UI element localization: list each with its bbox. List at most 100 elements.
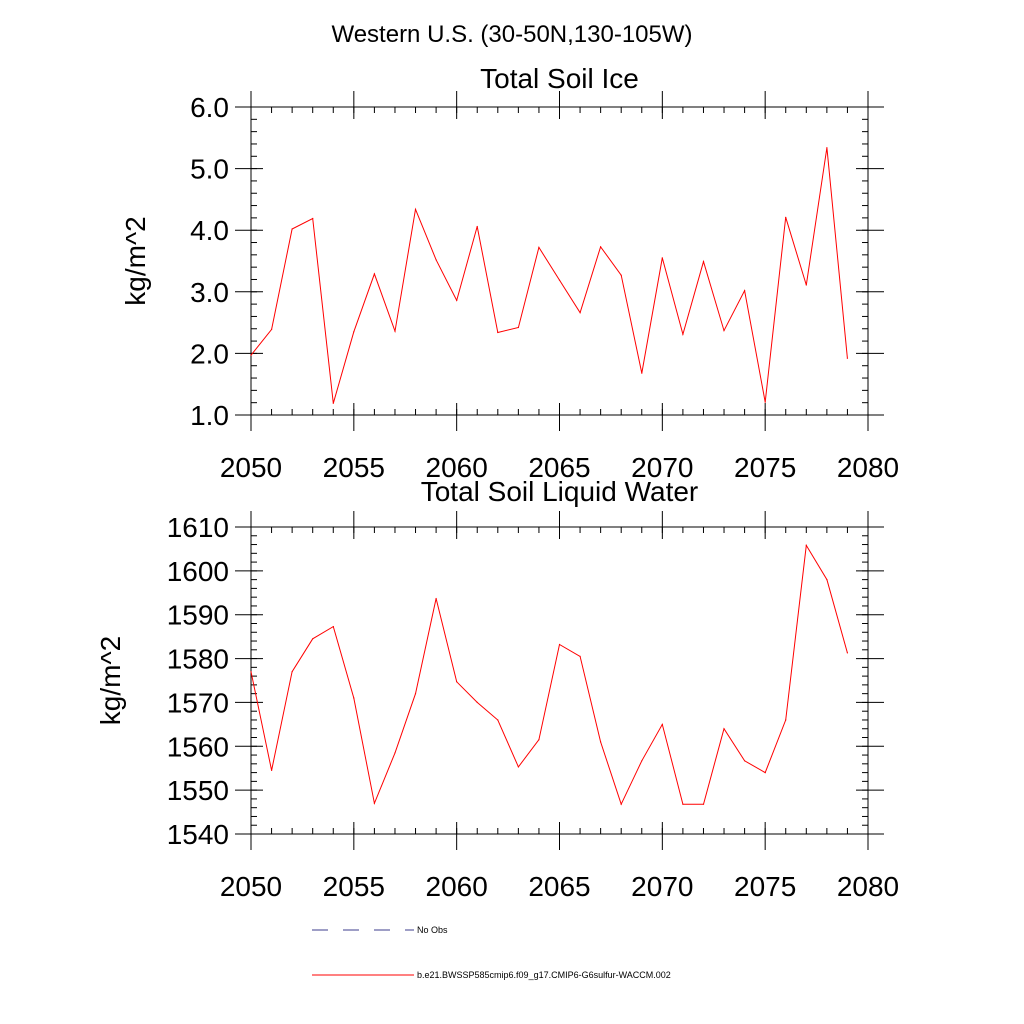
data-point (394, 330, 396, 332)
y-tick-label: 1550 (167, 775, 229, 806)
data-point (271, 328, 273, 330)
data-point (373, 273, 375, 275)
data-point (435, 597, 437, 600)
data-point (353, 697, 355, 699)
data-point (682, 333, 684, 335)
data-point (826, 579, 828, 581)
x-tick-label: 2070 (631, 452, 693, 483)
chart-panels: Total Soil Ice 1.0 2.0 3.0 4.0 5.0 6.0 2050 2055… (95, 63, 899, 902)
data-point (517, 766, 520, 768)
x-tick-label: 2065 (528, 871, 590, 902)
y-tick-label: 5.0 (190, 154, 229, 185)
data-point (702, 261, 705, 263)
data-point (744, 760, 746, 762)
x-tick-label: 2055 (323, 871, 385, 902)
data-point (764, 401, 766, 403)
data-point (414, 208, 417, 210)
data-point (846, 357, 849, 359)
data-point (456, 299, 458, 301)
chart-title: Total Soil Ice (480, 63, 639, 94)
x-tick-label: 2070 (631, 871, 693, 902)
series-points (250, 544, 849, 805)
data-point (414, 693, 417, 695)
chart-top: Total Soil Ice 1.0 2.0 3.0 4.0 5.0 6.0 2050 2055… (120, 63, 899, 483)
y-tick-label: 1590 (167, 600, 229, 631)
y-tick-label: 1.0 (190, 400, 229, 431)
data-point (538, 246, 540, 248)
x-tick-label: 2065 (528, 452, 590, 483)
y-tick-label: 3.0 (190, 277, 229, 308)
data-point (620, 274, 622, 276)
data-point (435, 259, 437, 261)
chart-bottom: Total Soil Liquid Water 1540 1550 1560 1570 1… (95, 476, 899, 902)
x-tick-label: 2080 (837, 871, 899, 902)
data-point (497, 331, 499, 334)
data-point (291, 671, 293, 673)
legend-entry: No Obs (312, 925, 448, 935)
data-point (250, 671, 252, 673)
tick-marks (235, 511, 884, 850)
data-point (764, 772, 766, 774)
data-point (250, 354, 252, 356)
x-tick-label: 2060 (426, 452, 488, 483)
y-tick-label: 1610 (167, 512, 229, 543)
data-point (517, 326, 520, 329)
x-tick-label: 2050 (220, 871, 282, 902)
legend: No Obs b.e21.BWSSP585cmip6.f09_g17.CMIP6-… (312, 925, 671, 980)
data-point (558, 643, 561, 646)
data-point (373, 802, 375, 804)
data-point (538, 739, 540, 741)
tick-marks (235, 91, 884, 431)
data-point (312, 638, 314, 640)
y-axis-label: kg/m^2 (120, 216, 151, 305)
data-point (497, 719, 499, 721)
data-point (312, 217, 314, 220)
x-tick-label: 2050 (220, 452, 282, 483)
data-point (682, 803, 684, 805)
data-point (805, 284, 807, 286)
data-point (476, 701, 478, 704)
y-tick-label: 1540 (167, 819, 229, 850)
data-point (661, 723, 663, 726)
x-tick-label: 2075 (734, 452, 796, 483)
data-point (785, 216, 787, 218)
data-point (641, 760, 643, 762)
y-tick-label: 1600 (167, 556, 229, 587)
data-point (785, 719, 787, 721)
x-tick-label: 2060 (426, 871, 488, 902)
data-point (826, 147, 828, 149)
y-tick-label: 4.0 (190, 215, 229, 246)
plot-frame (250, 526, 869, 835)
y-tick-label: 1580 (167, 644, 229, 675)
y-tick-label: 1570 (167, 687, 229, 718)
data-point (353, 331, 355, 333)
data-point (600, 741, 602, 743)
data-point (661, 257, 663, 259)
data-point (702, 803, 705, 805)
data-point (641, 372, 643, 374)
y-axis-label: kg/m^2 (95, 636, 126, 725)
data-point (394, 752, 396, 754)
figure-suptitle: Western U.S. (30-50N,130-105W) (331, 21, 692, 48)
data-point (579, 312, 581, 314)
data-point (558, 279, 561, 281)
data-point (723, 330, 725, 332)
data-point (600, 246, 602, 248)
data-point (291, 228, 293, 230)
data-point (620, 803, 622, 805)
chart-title: Total Soil Liquid Water (421, 476, 699, 507)
y-tick-label: 6.0 (190, 92, 229, 123)
series-line (250, 543, 848, 806)
x-tick-label: 2055 (323, 452, 385, 483)
data-point (456, 681, 458, 683)
data-point (579, 655, 581, 658)
legend-entry: b.e21.BWSSP585cmip6.f09_g17.CMIP6-G6sulf… (312, 970, 671, 980)
data-point (476, 225, 478, 228)
data-point (332, 402, 334, 404)
data-point (846, 652, 849, 654)
series-points (250, 147, 849, 404)
y-tick-label: 2.0 (190, 338, 229, 369)
data-point (723, 728, 725, 730)
x-tick-label: 2075 (734, 871, 796, 902)
